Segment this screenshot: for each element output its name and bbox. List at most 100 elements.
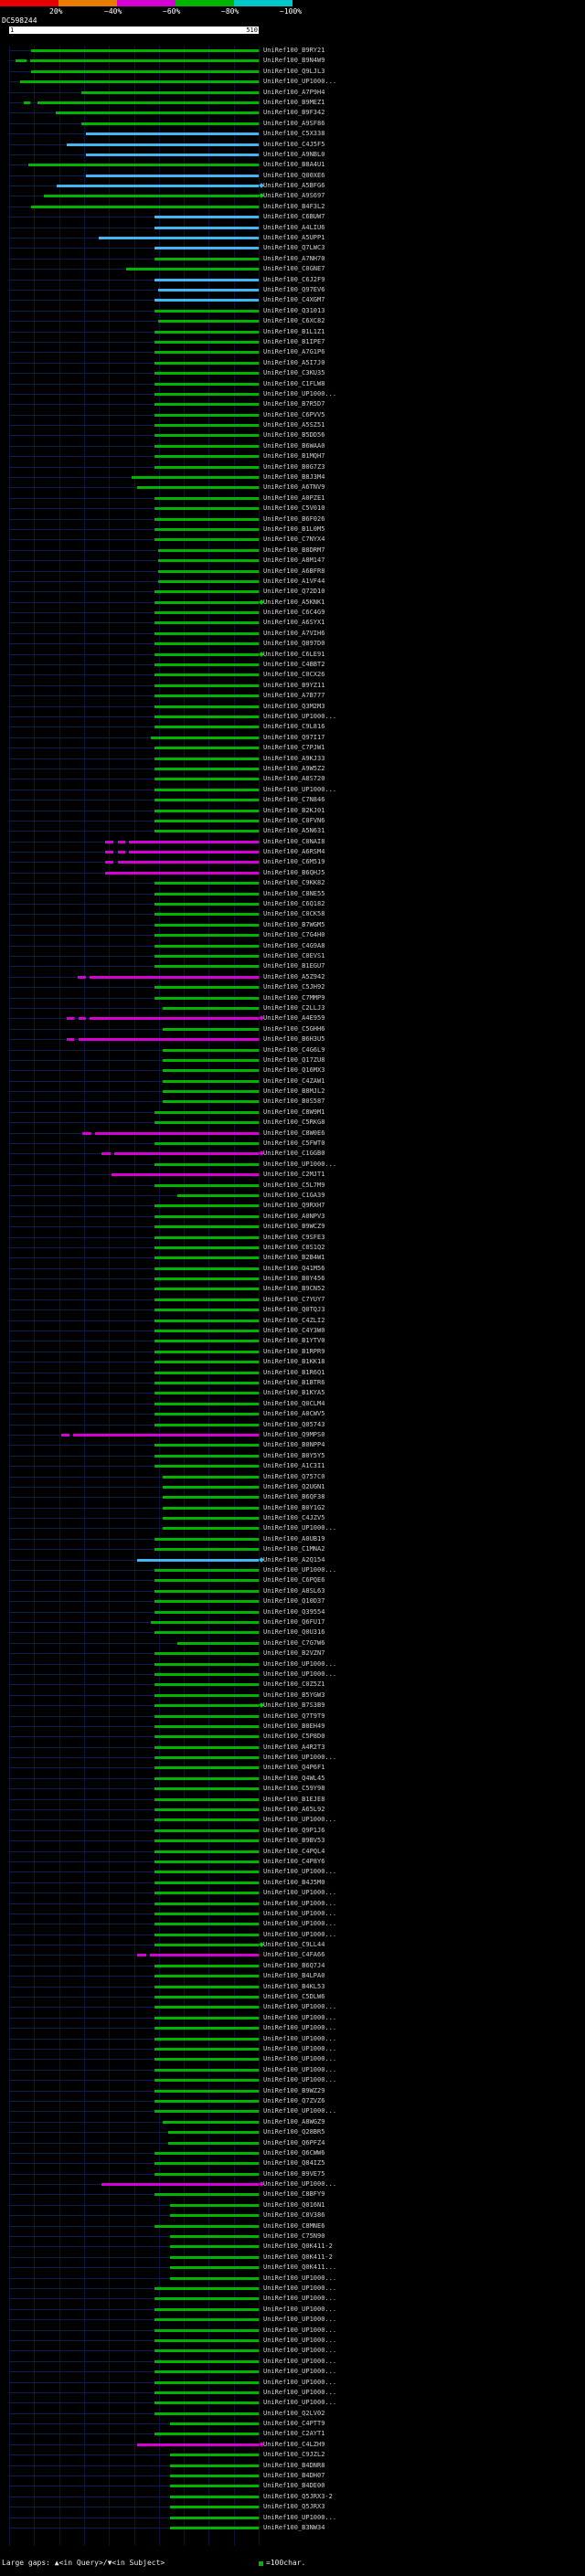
hit-bar[interactable] — [154, 2058, 259, 2062]
hit-label[interactable]: UniRef100_B2KJ01 — [263, 806, 325, 814]
hit-bar[interactable] — [154, 663, 259, 667]
hit-bar[interactable] — [176, 1193, 259, 1197]
hit-label[interactable]: UniRef100_A5I7J0 — [263, 358, 325, 366]
hit-row[interactable]: UniRef100_A9S697 — [0, 191, 585, 201]
hit-row[interactable]: UniRef100_A0PZE1 — [0, 493, 585, 504]
hit-bar[interactable] — [154, 1319, 259, 1322]
hit-bar[interactable] — [157, 569, 259, 573]
hit-bar[interactable] — [154, 278, 259, 281]
hit-label[interactable]: UniRef100_C6LE91 — [263, 650, 325, 658]
hit-bar[interactable] — [154, 923, 259, 927]
hit-row[interactable]: UniRef100_B4KL53 — [0, 1982, 585, 1992]
hit-bar[interactable] — [86, 174, 259, 177]
hit-row[interactable]: UniRef100_A65L92 — [0, 1805, 585, 1815]
hit-label[interactable]: UniRef100_UP1000... — [263, 1920, 337, 1928]
hit-bar[interactable] — [154, 2193, 259, 2197]
hit-label[interactable]: UniRef100_B9VE75 — [263, 2169, 325, 2178]
hit-label[interactable]: UniRef100_B0Y5Y5 — [263, 1451, 325, 1459]
hit-label[interactable]: UniRef100_B1EJE8 — [263, 1795, 325, 1803]
hit-label[interactable]: UniRef100_UP1000... — [263, 2378, 337, 2386]
hit-label[interactable]: UniRef100_C7G4H0 — [263, 931, 325, 939]
hit-label[interactable]: UniRef100_B4LPA0 — [263, 1972, 325, 1980]
hit-bar[interactable] — [154, 1579, 259, 1583]
hit-label[interactable]: UniRef100_B6F026 — [263, 514, 325, 523]
hit-row[interactable]: UniRef100_B9RY21 — [0, 46, 585, 56]
hit-row[interactable]: UniRef100_C2AYT1 — [0, 2429, 585, 2439]
hit-bar[interactable] — [157, 320, 259, 323]
hit-row[interactable]: UniRef100_B0NPP4 — [0, 1440, 585, 1450]
hit-label[interactable]: UniRef100_UP1000... — [263, 2065, 337, 2073]
hit-bar[interactable] — [154, 2068, 259, 2072]
hit-label[interactable]: UniRef100_C4FA66 — [263, 1951, 325, 1959]
hit-row[interactable]: UniRef100_C6XC82 — [0, 316, 585, 326]
hit-row[interactable]: UniRef100_C7G7W6 — [0, 1638, 585, 1648]
hit-label[interactable]: UniRef100_C5GHH6 — [263, 1024, 325, 1033]
hit-bar[interactable] — [154, 1724, 259, 1728]
hit-bar[interactable] — [162, 1506, 259, 1510]
hit-bar[interactable] — [170, 2495, 259, 2498]
hit-label[interactable]: UniRef100_Q00XE6 — [263, 171, 325, 179]
hit-label[interactable]: UniRef100_Q0U316 — [263, 1628, 325, 1637]
hit-bar[interactable] — [154, 496, 259, 500]
hit-bar[interactable] — [154, 2110, 259, 2114]
hit-row[interactable]: UniRef100_C5V010 — [0, 504, 585, 514]
hit-label[interactable]: UniRef100_C4G6L9 — [263, 1045, 325, 1054]
hit-bar[interactable] — [157, 579, 259, 583]
hit-row[interactable]: UniRef100_B6F026 — [0, 514, 585, 525]
hit-row[interactable]: UniRef100_C7NYX4 — [0, 535, 585, 545]
hit-bar[interactable] — [154, 673, 259, 677]
hit-label[interactable]: UniRef100_Q4P6F1 — [263, 1764, 325, 1772]
hit-row[interactable]: UniRef100_C5P8D0 — [0, 1732, 585, 1742]
hit-bar[interactable] — [154, 934, 259, 938]
hit-bar[interactable] — [154, 465, 259, 469]
hit-bar[interactable] — [154, 1610, 259, 1614]
hit-bar[interactable] — [117, 851, 126, 854]
hit-row[interactable]: UniRef100_C4JZV5 — [0, 1513, 585, 1523]
hit-label[interactable]: UniRef100_Q5JRX3 — [263, 2503, 325, 2511]
hit-label[interactable]: UniRef100_UP1000... — [263, 2284, 337, 2292]
hit-row[interactable]: UniRef100_Q4P6F1 — [0, 1763, 585, 1773]
hit-label[interactable]: UniRef100_UP1000... — [263, 1659, 337, 1668]
hit-label[interactable]: UniRef100_C7N846 — [263, 796, 325, 804]
hit-row[interactable]: UniRef100_B1IPE7 — [0, 337, 585, 347]
hit-bar[interactable] — [114, 1152, 259, 1156]
hit-label[interactable]: UniRef100_Q97EV6 — [263, 285, 325, 293]
hit-bar[interactable] — [154, 1860, 259, 1863]
hit-bar[interactable] — [57, 185, 259, 188]
hit-row[interactable]: UniRef100_UP1000... — [0, 2054, 585, 2064]
hit-row[interactable]: UniRef100_UP1000... — [0, 1670, 585, 1680]
hit-label[interactable]: UniRef100_Q7ZVZ6 — [263, 2096, 325, 2104]
hit-row[interactable]: UniRef100_B5DD56 — [0, 430, 585, 440]
hit-label[interactable]: UniRef100_C6PVV5 — [263, 410, 325, 419]
hit-bar[interactable] — [170, 2255, 259, 2259]
hit-row[interactable]: UniRef100_B6QHJ5 — [0, 868, 585, 878]
hit-bar[interactable] — [154, 444, 259, 448]
hit-label[interactable]: UniRef100_B9YZ11 — [263, 681, 325, 689]
hit-row[interactable]: UniRef100_C8W9M1 — [0, 1108, 585, 1118]
hit-bar[interactable] — [154, 1714, 259, 1718]
hit-label[interactable]: UniRef100_Q7T9T9 — [263, 1712, 325, 1720]
hit-label[interactable]: UniRef100_C4PTT9 — [263, 2420, 325, 2428]
hit-bar[interactable] — [154, 1818, 259, 1822]
hit-row[interactable]: UniRef100_C7YUY7 — [0, 1295, 585, 1305]
hit-row[interactable]: UniRef100_B9YZ11 — [0, 681, 585, 691]
hit-label[interactable]: UniRef100_UP1000... — [263, 389, 337, 398]
hit-bar[interactable] — [154, 1402, 259, 1405]
hit-bar[interactable] — [154, 1693, 259, 1697]
hit-bar[interactable] — [154, 1309, 259, 1312]
hit-row[interactable]: UniRef100_B1EJE8 — [0, 1795, 585, 1805]
hit-label[interactable]: UniRef100_C0FVN6 — [263, 816, 325, 824]
hit-label[interactable]: UniRef100_B1L0M5 — [263, 525, 325, 533]
hit-row[interactable]: UniRef100_C9L816 — [0, 722, 585, 732]
hit-bar[interactable] — [154, 351, 259, 355]
hit-label[interactable]: UniRef100_A8S720 — [263, 775, 325, 783]
hit-bar[interactable] — [168, 2141, 259, 2145]
hit-label[interactable]: UniRef100_Q0K411... — [263, 2263, 337, 2272]
hit-bar[interactable] — [154, 1766, 259, 1770]
hit-bar[interactable] — [154, 1548, 259, 1552]
hit-row[interactable]: UniRef100_Q6PFZ4 — [0, 2138, 585, 2148]
hit-label[interactable]: UniRef100_Q0CLM4 — [263, 1399, 325, 1407]
hit-label[interactable]: UniRef100_B1KYA5 — [263, 1389, 325, 1397]
hit-row[interactable]: UniRef100_UP1000... — [0, 1919, 585, 1929]
hit-label[interactable]: UniRef100_B0Y456 — [263, 1275, 325, 1283]
